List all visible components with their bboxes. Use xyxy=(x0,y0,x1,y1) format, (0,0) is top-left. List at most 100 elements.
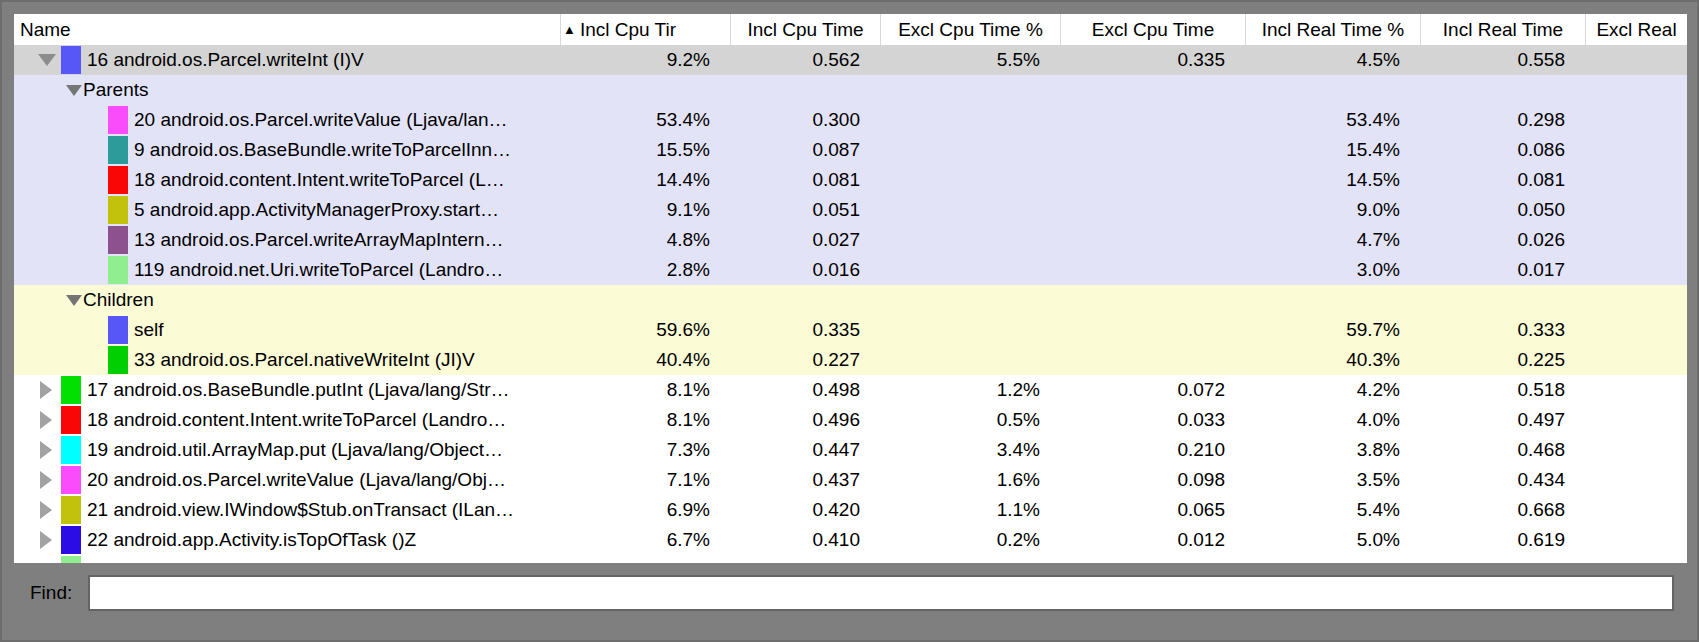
table-row[interactable]: self59.6%0.33559.7%0.333 xyxy=(14,315,1687,345)
table-row[interactable]: 19 android.util.ArrayMap.put (Ljava/lang… xyxy=(14,435,1687,465)
table-row[interactable]: 20 android.os.Parcel.writeValue (Ljava/l… xyxy=(14,465,1687,495)
expand-arrow-icon[interactable] xyxy=(40,531,52,549)
cell-incl-cpu-time-pct: 40.4% xyxy=(560,345,730,375)
cell-incl-real-time-pct: 4.2% xyxy=(1245,375,1420,405)
method-color-icon xyxy=(61,496,81,524)
cell-incl-real-time: 0.468 xyxy=(1420,435,1585,465)
method-name: 119 android.net.Uri.writeToParcel (Landr… xyxy=(134,259,503,281)
table-row[interactable]: 20 android.os.Parcel.writeValue (Ljava/l… xyxy=(14,105,1687,135)
table-row[interactable]: 22 android.app.Activity.isTopOfTask ()Z6… xyxy=(14,525,1687,555)
cell-excl-cpu-time-pct xyxy=(880,315,1060,345)
cell-incl-real-time-pct xyxy=(1245,285,1420,315)
name-cell: 5 android.app.ActivityManagerProxy.start… xyxy=(14,195,560,225)
column-header-incl-cpu-tir[interactable]: ▲ Incl Cpu Tir xyxy=(560,14,730,45)
cell-excl-cpu-time-pct: 3.4% xyxy=(880,435,1060,465)
column-header-incl-real-time[interactable]: Incl Real Time % xyxy=(1245,14,1420,45)
method-color-icon xyxy=(61,46,81,74)
cell-incl-cpu-time-pct: 4.8% xyxy=(560,225,730,255)
collapse-arrow-icon[interactable] xyxy=(38,54,56,66)
column-header-incl-cpu-time[interactable]: Incl Cpu Time xyxy=(730,14,880,45)
section-row-children[interactable]: Children xyxy=(14,285,1687,315)
cell-incl-real-time: 0.333 xyxy=(1420,315,1585,345)
cell-excl-cpu-time xyxy=(1060,195,1245,225)
cell-incl-real-time: 0.668 xyxy=(1420,495,1585,525)
cell-incl-real-time-pct: 53.4% xyxy=(1245,105,1420,135)
expand-arrow-icon[interactable] xyxy=(40,381,52,399)
cell-excl-cpu-time xyxy=(1060,555,1245,563)
cell-excl-real-time xyxy=(1585,45,1687,75)
table-row[interactable]: 9 android.os.BaseBundle.writeToParcelInn… xyxy=(14,135,1687,165)
cell-excl-cpu-time: 0.033 xyxy=(1060,405,1245,435)
cell-excl-cpu-time-pct xyxy=(880,75,1060,105)
cell-incl-cpu-time-pct: 14.4% xyxy=(560,165,730,195)
cell-incl-cpu-time: 0.498 xyxy=(730,375,880,405)
column-header-excl-cpu-time[interactable]: Excl Cpu Time % xyxy=(880,14,1060,45)
sort-asc-icon: ▲ xyxy=(563,23,576,36)
expand-arrow-icon[interactable] xyxy=(40,411,52,429)
cell-excl-cpu-time-pct xyxy=(880,555,1060,563)
cell-excl-cpu-time: 0.335 xyxy=(1060,45,1245,75)
method-name: self xyxy=(134,319,164,341)
method-color-icon xyxy=(108,316,128,344)
method-color-icon xyxy=(61,466,81,494)
cell-excl-cpu-time: 0.072 xyxy=(1060,375,1245,405)
column-header-label: Incl Real Time xyxy=(1443,19,1563,41)
cell-incl-cpu-time: 0.562 xyxy=(730,45,880,75)
column-header-excl-cpu-time[interactable]: Excl Cpu Time xyxy=(1060,14,1245,45)
method-name: 17 android.os.BaseBundle.putInt (Ljava/l… xyxy=(87,379,510,401)
cell-incl-real-time-pct: 5.0% xyxy=(1245,525,1420,555)
section-collapse-arrow-icon[interactable] xyxy=(66,85,82,96)
find-input[interactable] xyxy=(88,575,1674,611)
column-header-name[interactable]: Name xyxy=(14,14,560,45)
cell-excl-real-time xyxy=(1585,525,1687,555)
name-cell: 9 android.os.BaseBundle.writeToParcelInn… xyxy=(14,135,560,165)
name-cell: Children xyxy=(14,285,560,315)
cell-incl-cpu-time: 0.300 xyxy=(730,105,880,135)
cell-excl-cpu-time-pct xyxy=(880,195,1060,225)
method-color-icon xyxy=(108,346,128,374)
section-collapse-arrow-icon[interactable] xyxy=(66,295,82,306)
cell-incl-cpu-time-pct: 8.1% xyxy=(560,375,730,405)
cell-excl-real-time xyxy=(1585,255,1687,285)
table-row[interactable]: 17 android.os.BaseBundle.putInt (Ljava/l… xyxy=(14,375,1687,405)
name-cell: 17 android.os.BaseBundle.putInt (Ljava/l… xyxy=(14,375,560,405)
column-header-label: Incl Cpu Time xyxy=(747,19,863,41)
column-header-label: Name xyxy=(20,19,71,41)
cell-excl-cpu-time-pct xyxy=(880,285,1060,315)
cell-excl-real-time xyxy=(1585,345,1687,375)
table-row[interactable] xyxy=(14,555,1687,563)
cell-incl-cpu-time-pct: 15.5% xyxy=(560,135,730,165)
cell-incl-cpu-time-pct: 53.4% xyxy=(560,105,730,135)
cell-excl-cpu-time-pct xyxy=(880,135,1060,165)
expand-arrow-icon[interactable] xyxy=(40,501,52,519)
cell-excl-cpu-time xyxy=(1060,285,1245,315)
cell-incl-cpu-time-pct: 7.1% xyxy=(560,465,730,495)
table-row[interactable]: 18 android.content.Intent.writeToParcel … xyxy=(14,165,1687,195)
table-row[interactable]: 16 android.os.Parcel.writeInt (I)V9.2%0.… xyxy=(14,45,1687,75)
cell-incl-real-time-pct: 9.0% xyxy=(1245,195,1420,225)
find-label: Find: xyxy=(30,582,72,604)
column-header-label: Incl Cpu Tir xyxy=(580,19,676,41)
name-cell xyxy=(14,555,560,563)
expand-arrow-icon[interactable] xyxy=(40,471,52,489)
table-row[interactable]: 33 android.os.Parcel.nativeWriteInt (JI)… xyxy=(14,345,1687,375)
section-row-parents[interactable]: Parents xyxy=(14,75,1687,105)
cell-incl-cpu-time: 0.335 xyxy=(730,315,880,345)
cell-incl-cpu-time xyxy=(730,75,880,105)
cell-excl-cpu-time xyxy=(1060,315,1245,345)
cell-excl-real-time xyxy=(1585,135,1687,165)
name-cell: 33 android.os.Parcel.nativeWriteInt (JI)… xyxy=(14,345,560,375)
method-color-icon xyxy=(108,106,128,134)
table-row[interactable]: 18 android.content.Intent.writeToParcel … xyxy=(14,405,1687,435)
expand-arrow-icon[interactable] xyxy=(40,441,52,459)
column-header-incl-real-time[interactable]: Incl Real Time xyxy=(1420,14,1585,45)
table-row[interactable]: 13 android.os.Parcel.writeArrayMapIntern… xyxy=(14,225,1687,255)
cell-excl-real-time xyxy=(1585,315,1687,345)
cell-excl-cpu-time-pct: 1.2% xyxy=(880,375,1060,405)
cell-incl-cpu-time: 0.410 xyxy=(730,525,880,555)
column-header-excl-real[interactable]: Excl Real xyxy=(1585,14,1687,45)
table-row[interactable]: 21 android.view.IWindow$Stub.onTransact … xyxy=(14,495,1687,525)
table-row[interactable]: 5 android.app.ActivityManagerProxy.start… xyxy=(14,195,1687,225)
table-row[interactable]: 119 android.net.Uri.writeToParcel (Landr… xyxy=(14,255,1687,285)
column-header-label: Excl Cpu Time % xyxy=(898,19,1043,41)
